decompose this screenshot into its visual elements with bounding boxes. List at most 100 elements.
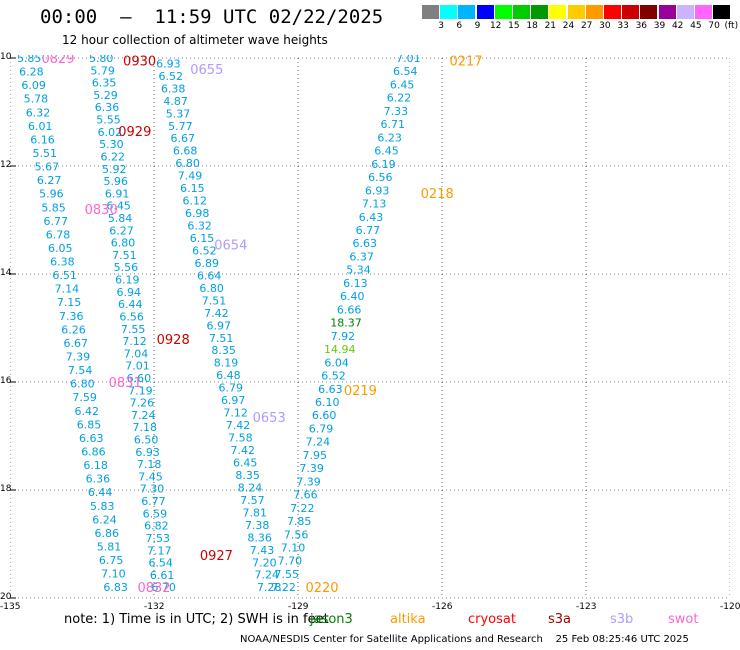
wave-height-value: 7.51 <box>209 332 234 345</box>
pass-time-label: 0831 <box>109 376 142 391</box>
wave-height-value: 7.81 <box>243 506 268 519</box>
wave-height-value: 6.67 <box>171 132 196 145</box>
wave-height-value: 6.02 <box>98 126 123 139</box>
legend-swatch <box>713 5 731 19</box>
wave-height-value: 6.79 <box>309 422 334 435</box>
wave-height-value: 7.13 <box>362 198 387 211</box>
wave-height-value: 6.44 <box>118 298 143 311</box>
legend-label: 9 <box>474 21 481 31</box>
wave-height-value: 7.22 <box>290 502 315 515</box>
wave-height-value: 7.36 <box>59 310 84 323</box>
wave-height-value: 6.45 <box>374 145 399 158</box>
wave-height-value: 7.39 <box>299 462 324 475</box>
wave-height-value: 6.27 <box>109 224 134 237</box>
legend-swatch <box>695 5 712 19</box>
wave-height-value: 7.53 <box>146 532 171 545</box>
legend-swatch <box>604 5 621 19</box>
wave-height-value: 6.91 <box>105 187 130 200</box>
wave-height-value: 5.55 <box>96 114 121 127</box>
longitude-tick-label: -135 <box>0 602 21 612</box>
wave-height-value: 5.83 <box>90 500 115 513</box>
pass-time-label: 0653 <box>253 411 286 426</box>
wave-height-value: 6.68 <box>173 145 198 158</box>
wave-height-value: 5.51 <box>32 147 57 160</box>
legend-label: 36 <box>635 21 648 31</box>
wave-height-value: 7.56 <box>284 528 309 541</box>
wave-height-value: 7.10 <box>101 568 126 581</box>
wave-height-value: 6.01 <box>28 120 53 133</box>
legend-label: 15 <box>508 21 520 31</box>
wave-height-value: 6.10 <box>315 396 340 409</box>
wave-height-value: 7.12 <box>223 407 248 420</box>
wave-height-value: 6.38 <box>161 82 186 95</box>
wave-height-value: 6.66 <box>337 303 362 316</box>
wave-height-value: 6.77 <box>356 224 381 237</box>
wave-height-value: 14.94 <box>324 343 356 356</box>
wave-height-value: 7.24 <box>255 569 280 582</box>
wave-height-value: 6.18 <box>83 459 108 472</box>
wave-height-value: 7.17 <box>147 544 172 557</box>
wave-height-value: 6.56 <box>368 171 393 184</box>
wave-height-value: 6.37 <box>349 250 374 263</box>
legend-swatch <box>658 5 676 19</box>
wave-height-value: 7.19 <box>128 384 153 397</box>
wave-height-value: 6.56 <box>119 310 144 323</box>
wave-height-value: 6.80 <box>199 282 224 295</box>
wave-height-value: 6.60 <box>127 372 152 385</box>
legend-swatch <box>585 5 603 19</box>
wave-height-map: 5.856.286.095.786.326.016.165.515.676.27… <box>10 55 730 599</box>
wave-height-value: 7.04 <box>124 347 149 360</box>
wave-height-value: 5.78 <box>24 93 49 106</box>
wave-height-value: 7.24 <box>306 436 331 449</box>
wave-height-value: 7.20 <box>252 556 277 569</box>
wave-height-value: 6.23 <box>377 131 402 144</box>
legend-label: (ft) <box>724 21 739 31</box>
wave-height-value: 6.78 <box>46 228 71 241</box>
wave-height-value: 6.52 <box>321 370 346 383</box>
legend-label: 12 <box>489 21 502 31</box>
wave-height-value: 6.64 <box>197 269 222 282</box>
wave-height-value: 6.94 <box>117 286 142 299</box>
wave-height-value: 7.39 <box>296 475 321 488</box>
wave-height-value: 7.66 <box>293 489 318 502</box>
wave-height-value: 6.86 <box>94 527 119 540</box>
wave-height-value: 6.45 <box>106 200 131 213</box>
latitude-tick-label: 18 <box>0 484 12 494</box>
wave-height-value: 5.85 <box>41 201 66 214</box>
wave-height-value: 7.30 <box>140 483 165 496</box>
satellite-legend-s3b: s3b <box>610 612 634 627</box>
wave-height-value: 6.75 <box>99 554 124 567</box>
wave-height-value: 6.63 <box>79 432 104 445</box>
wave-height-value: 5.85 <box>17 55 42 65</box>
longitude-tick-label: -126 <box>432 602 453 612</box>
wave-height-value: 6.19 <box>371 158 396 171</box>
wave-height-value: 8.24 <box>238 481 263 494</box>
wave-height-value: 6.54 <box>148 557 173 570</box>
wave-height-value: 6.77 <box>44 215 69 228</box>
wave-height-value: 7.51 <box>112 249 137 262</box>
legend-swatch <box>676 5 694 19</box>
wave-height-value: 6.38 <box>50 256 75 269</box>
wave-height-value: 7.01 <box>125 360 150 373</box>
wave-height-value: 6.16 <box>30 133 55 146</box>
wave-height-value: 6.36 <box>95 101 120 114</box>
wave-height-value: 6.15 <box>180 182 205 195</box>
wave-height-value: 8.35 <box>235 469 260 482</box>
legend-swatch <box>531 5 549 19</box>
footer-note: note: 1) Time is in UTC; 2) SWH is in fe… <box>64 612 329 627</box>
wave-height-value: 6.32 <box>26 106 51 119</box>
longitude-tick-label: -123 <box>576 602 597 612</box>
longitude-tick-label: -132 <box>144 602 165 612</box>
wave-height-value: 5.84 <box>108 212 133 225</box>
wave-height-value: 5.96 <box>103 175 128 188</box>
latitude-tick-label: 12 <box>0 160 12 170</box>
wave-height-value: 5.77 <box>168 120 193 133</box>
wave-height-value: 6.15 <box>190 232 215 245</box>
wave-height-value: 6.52 <box>192 244 217 257</box>
wave-height-value: 6.93 <box>135 446 160 459</box>
wave-height-value: 5.29 <box>93 89 118 102</box>
wave-height-value: 18.37 <box>330 317 362 330</box>
legend-label: 39 <box>653 21 666 31</box>
wave-height-value: 8.19 <box>214 357 239 370</box>
legend-swatch <box>458 5 476 19</box>
